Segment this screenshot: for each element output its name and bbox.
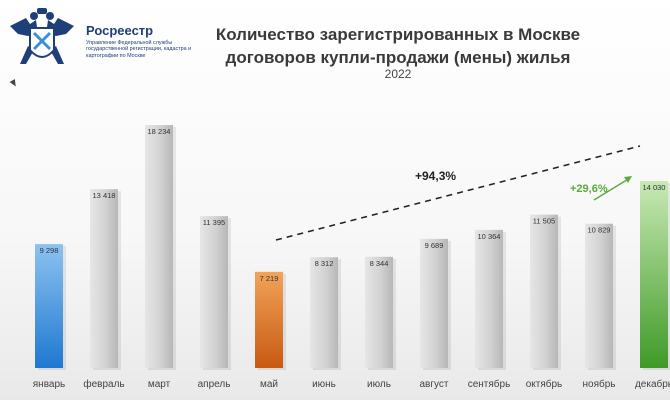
bar-4: [200, 216, 228, 368]
bar-6: [310, 257, 338, 368]
value-label: 10 364: [478, 232, 501, 241]
value-label: 7 219: [260, 274, 279, 283]
value-label: 8 312: [315, 259, 334, 268]
trend-line-dashed: [275, 145, 641, 241]
value-label: 18 234: [148, 127, 171, 136]
category-label: апрель: [198, 379, 231, 390]
value-label: 10 829: [588, 226, 611, 235]
value-label: 14 030: [643, 183, 666, 192]
emblem-icon: [10, 8, 74, 64]
annotation-month-growth: +29,6%: [570, 183, 608, 195]
bar-5: [255, 271, 283, 368]
value-label: 11 505: [533, 217, 555, 226]
category-label: июль: [367, 379, 391, 390]
value-label: 9 689: [425, 241, 444, 250]
bar-12: [640, 181, 668, 368]
rosreestr-logo: Росреестр Управление Федеральной службы …: [6, 6, 196, 76]
value-label: 8 344: [370, 259, 389, 268]
category-label: январь: [33, 379, 65, 390]
chart-title: Количество зарегистрированных в Москве д…: [215, 25, 581, 67]
category-label: февраль: [83, 378, 124, 390]
bar-1: [35, 244, 63, 368]
value-label: 11 395: [203, 218, 225, 227]
bar-2: [90, 189, 118, 368]
annotation-total-growth: +94,3%: [415, 169, 456, 183]
bar-9: [475, 229, 503, 368]
category-label: ноябрь: [583, 378, 616, 390]
value-label: 9 298: [40, 246, 59, 255]
bar-11: [585, 223, 613, 368]
category-label: сентябрь: [468, 378, 511, 390]
category-label: июнь: [312, 379, 336, 390]
bar-7: [365, 256, 393, 368]
arrowhead-icon: [624, 176, 632, 183]
bar-10: [530, 214, 558, 368]
bar-8: [420, 238, 448, 368]
chart-subtitle: 2022: [384, 67, 412, 81]
org-name: Росреестр: [86, 23, 154, 38]
category-label: март: [148, 379, 171, 390]
bar-3: [145, 125, 173, 368]
value-label: 13 418: [93, 191, 116, 200]
category-label: август: [420, 379, 449, 390]
category-label: декабрь: [635, 378, 670, 390]
category-label: май: [260, 379, 278, 390]
growth-arrow: [593, 177, 631, 201]
org-subtitle: Управление Федеральной службы государств…: [86, 40, 192, 59]
category-label: октябрь: [526, 378, 563, 390]
